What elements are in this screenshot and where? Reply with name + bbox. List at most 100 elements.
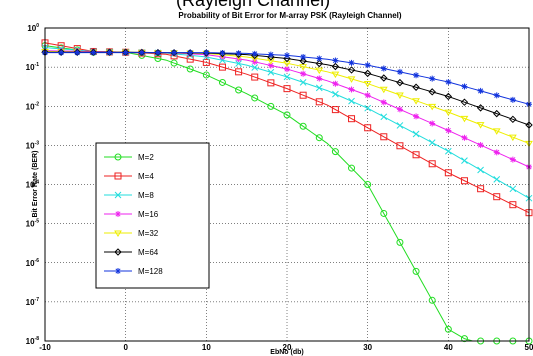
series-marker <box>509 115 517 124</box>
series-marker <box>396 68 403 75</box>
series-marker <box>380 99 387 106</box>
y-tick-label: 10-1 <box>26 62 40 72</box>
series-marker <box>332 80 339 87</box>
series-marker <box>476 122 485 129</box>
series-marker <box>348 115 356 123</box>
series-marker <box>219 49 226 56</box>
series-marker <box>444 325 452 333</box>
series-m-128 <box>42 49 532 108</box>
series-marker <box>315 98 323 106</box>
x-tick-label: 50 <box>525 343 533 352</box>
series-marker <box>348 59 355 66</box>
series-marker <box>284 66 290 73</box>
series-marker <box>267 68 275 76</box>
series-marker <box>444 147 452 155</box>
series-marker <box>412 98 420 105</box>
legend-marker <box>114 172 122 180</box>
series-marker <box>171 49 178 56</box>
series-marker <box>444 92 453 101</box>
legend-marker <box>114 191 122 199</box>
legend-marker <box>114 248 122 256</box>
series-marker <box>299 79 307 86</box>
series-marker <box>218 63 226 71</box>
legend-label: M=64 <box>138 248 159 257</box>
series-marker <box>187 49 194 56</box>
series-marker <box>509 185 517 193</box>
legend-entry: M=16 <box>104 210 159 219</box>
y-tick-label: 10-7 <box>26 297 40 307</box>
series-marker <box>58 49 65 56</box>
series-marker <box>364 104 372 112</box>
x-tick-label: -10 <box>39 343 51 352</box>
series-marker <box>364 62 371 69</box>
legend: M=2 M=4 M=8 M=16 M=32 M=64 M=128 <box>95 142 210 289</box>
series-marker <box>90 49 97 56</box>
series-marker <box>347 76 356 83</box>
series-marker <box>460 335 468 343</box>
y-tick-label: 10-2 <box>26 101 40 111</box>
series-marker <box>315 134 323 142</box>
legend-label: M=16 <box>138 210 159 219</box>
series-marker <box>509 156 516 163</box>
series-marker <box>331 148 339 156</box>
legend-entry: M=2 <box>104 153 154 162</box>
series-marker <box>363 81 372 88</box>
series-marker <box>202 49 211 57</box>
series-marker <box>445 78 452 85</box>
series-marker <box>154 49 161 56</box>
series-marker <box>508 134 517 142</box>
series-marker <box>299 57 307 65</box>
series-marker <box>492 128 501 135</box>
cropped-header-text: (Rayleigh Channel) <box>176 0 330 10</box>
series-marker <box>74 49 81 56</box>
series-marker <box>235 60 242 67</box>
legend-entry: M=32 <box>104 229 159 238</box>
series-marker <box>429 75 436 82</box>
series-marker <box>364 181 372 188</box>
series-marker <box>283 85 291 93</box>
series-marker <box>235 68 243 76</box>
series-marker <box>331 62 340 71</box>
x-tick-label: 20 <box>283 343 292 352</box>
legend-label: M=128 <box>138 267 163 276</box>
y-tick-label: 10-6 <box>26 258 40 268</box>
x-tick-label: 30 <box>363 343 372 352</box>
series-marker <box>460 177 468 185</box>
series-marker <box>460 115 469 123</box>
series-marker <box>380 209 388 217</box>
series-marker <box>332 57 339 64</box>
series-marker <box>347 66 356 74</box>
series-marker <box>428 103 437 111</box>
legend-marker <box>114 230 122 237</box>
series-marker <box>251 64 259 71</box>
series-marker <box>283 73 291 81</box>
series-marker <box>283 111 291 119</box>
x-tick-label: 40 <box>444 343 453 352</box>
series-marker <box>348 86 355 93</box>
series-marker <box>300 70 307 77</box>
series-marker <box>493 92 500 99</box>
series-marker <box>315 84 323 92</box>
series-layer <box>41 39 533 345</box>
plot-frame <box>44 27 530 342</box>
series-marker <box>203 49 210 56</box>
series-marker <box>364 92 371 99</box>
series-marker <box>235 86 243 94</box>
series-marker <box>396 92 404 99</box>
series-marker <box>170 59 178 67</box>
series-marker <box>493 109 501 118</box>
y-tick-label: 10-5 <box>26 219 40 229</box>
legend-marker <box>115 211 121 217</box>
x-tick-label: 10 <box>202 343 211 352</box>
series-marker <box>444 169 452 177</box>
series-marker <box>412 151 420 159</box>
series-marker <box>461 83 468 90</box>
series-marker <box>300 53 307 60</box>
series-marker <box>412 130 420 138</box>
series-marker <box>476 104 485 112</box>
series-marker <box>348 97 355 105</box>
series-marker <box>460 98 469 106</box>
y-tick-label: 10-3 <box>26 140 40 150</box>
series-marker <box>413 113 420 120</box>
legend-label: M=8 <box>138 191 154 200</box>
